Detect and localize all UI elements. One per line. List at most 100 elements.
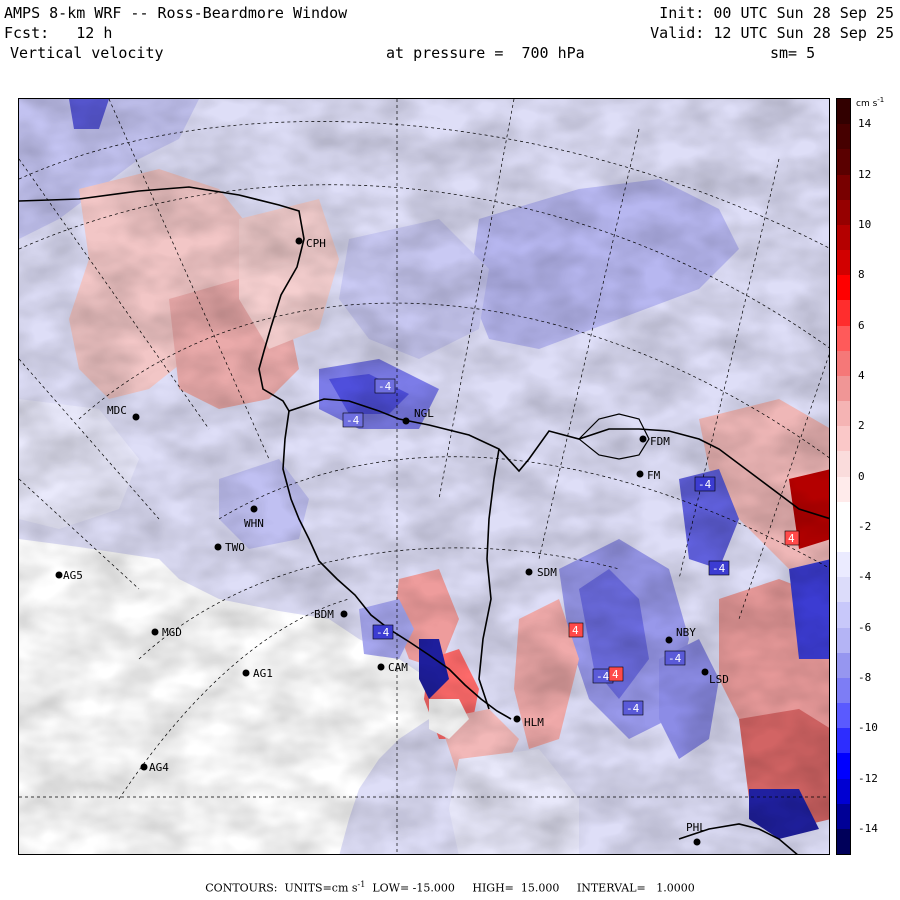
colorbar-segment — [837, 199, 850, 226]
contour-label: 4 — [608, 666, 624, 682]
svg-text:TWO: TWO — [225, 541, 245, 554]
svg-text:FDM: FDM — [650, 435, 670, 448]
contour-label: -4 — [708, 560, 730, 576]
colorbar-tick-label: -14 — [858, 821, 878, 835]
colorbar-tick-label: -10 — [858, 721, 878, 735]
svg-text:4: 4 — [572, 624, 579, 637]
colorbar-tick-label: 14 — [858, 117, 872, 131]
svg-text:AG4: AG4 — [149, 761, 169, 774]
colorbar-segment — [837, 778, 850, 805]
station-ag1[interactable]: AG1 — [242, 667, 273, 680]
svg-text:WHN: WHN — [244, 517, 264, 530]
colorbar-tick-label: -12 — [858, 771, 878, 785]
svg-text:4: 4 — [612, 668, 619, 681]
station-phl[interactable]: PHL — [686, 821, 706, 846]
station-hlm[interactable]: HLM — [513, 715, 545, 730]
colorbar-segment — [837, 627, 850, 654]
station-ag5[interactable]: AG5 — [55, 569, 83, 582]
station-mdc[interactable]: MDC — [107, 404, 140, 421]
svg-text:NBY: NBY — [676, 626, 696, 639]
svg-text:-4: -4 — [596, 670, 610, 683]
colorbar-segment — [837, 828, 850, 855]
svg-text:NGL: NGL — [414, 407, 434, 420]
smoothing-value: sm= 5 — [770, 44, 816, 62]
colorbar-tick-label: -8 — [858, 670, 872, 684]
contour-label: -4 — [372, 624, 394, 640]
contour-label: -4 — [622, 700, 644, 716]
forecast-hour: Fcst: 12 h — [4, 24, 113, 42]
station-sdm[interactable]: SDM — [525, 566, 558, 579]
colorbar-tick-label: -4 — [858, 570, 872, 584]
colorbar-tick-label: 4 — [858, 368, 865, 382]
svg-text:SDM: SDM — [537, 566, 557, 579]
colorbar — [836, 98, 851, 855]
init-time: Init: 00 UTC Sun 28 Sep 25 — [659, 4, 894, 22]
svg-text:-4: -4 — [378, 380, 392, 393]
svg-text:MDC: MDC — [107, 404, 127, 417]
svg-text:-4: -4 — [668, 652, 682, 665]
station-fdm[interactable]: FDM — [639, 435, 671, 448]
station-ngl[interactable]: NGL — [402, 407, 435, 425]
svg-text:PHL: PHL — [686, 821, 706, 834]
contour-label: -4 — [664, 650, 686, 666]
vertical-velocity-map: CPH MDC NGL FDM FM WHN TWO AG5 SDM BDM M… — [19, 99, 829, 854]
colorbar-segment — [837, 426, 850, 452]
colorbar-segment — [837, 476, 850, 503]
station-whn[interactable]: WHN — [244, 505, 264, 531]
colorbar-segment — [837, 501, 850, 528]
svg-text:AG1: AG1 — [253, 667, 273, 680]
station-cam[interactable]: CAM — [377, 661, 409, 674]
colorbar-tick-label: 12 — [858, 167, 872, 181]
colorbar-tick-label: 6 — [858, 318, 865, 332]
svg-text:BDM: BDM — [314, 608, 334, 621]
station-ag4[interactable]: AG4 — [140, 761, 170, 774]
colorbar-segment — [837, 451, 850, 477]
contour-labels: -4 -4 -4 4 -4 -4 -4 -4 4 4 -4 — [342, 378, 800, 716]
colorbar-segment — [837, 602, 850, 628]
graticule — [19, 99, 829, 854]
station-mgd[interactable]: MGD — [151, 626, 182, 639]
colorbar-segment — [837, 577, 850, 603]
station-lsd[interactable]: LSD — [701, 668, 729, 687]
field-name: Vertical velocity — [10, 44, 164, 62]
colorbar-segment — [837, 99, 850, 125]
colorbar-segment — [837, 526, 850, 553]
colorbar-segment — [837, 728, 850, 754]
svg-text:HLM: HLM — [524, 716, 544, 729]
svg-text:-4: -4 — [712, 562, 726, 575]
colorbar-tick-label: -2 — [858, 519, 872, 533]
coastline — [19, 186, 829, 854]
contour-label: 4 — [568, 622, 584, 638]
colorbar-tick-label: 10 — [858, 217, 872, 231]
colorbar-segment — [837, 350, 850, 377]
contour-label: -4 — [342, 412, 364, 428]
colorbar-segment — [837, 174, 850, 201]
station-nby[interactable]: NBY — [665, 626, 697, 644]
colorbar-tick-label: -6 — [858, 620, 872, 634]
station-cph[interactable]: CPH — [295, 237, 326, 250]
svg-text:CPH: CPH — [306, 237, 326, 250]
svg-text:FM: FM — [647, 469, 661, 482]
colorbar-segment — [837, 401, 850, 427]
colorbar-segment — [837, 677, 850, 704]
contours-footer: CONTOURS: UNITS=cm s-1 LOW= -15.000 HIGH… — [205, 880, 695, 895]
svg-text:-4: -4 — [626, 702, 640, 715]
contour-label: -4 — [694, 476, 716, 492]
station-two[interactable]: TWO — [214, 541, 245, 554]
colorbar-segment — [837, 275, 850, 301]
contour-label: -4 — [374, 378, 396, 394]
svg-text:4: 4 — [788, 532, 795, 545]
field-texture — [19, 99, 829, 854]
colorbar-segment — [837, 753, 850, 779]
svg-text:-4: -4 — [376, 626, 390, 639]
colorbar-segment — [837, 652, 850, 679]
colorbar-segment — [837, 803, 850, 830]
station-fm[interactable]: FM — [636, 469, 661, 482]
pressure-level: at pressure = 700 hPa — [386, 44, 585, 62]
svg-text:-4: -4 — [346, 414, 360, 427]
colorbar-segment — [837, 552, 850, 578]
colorbar-segment — [837, 703, 850, 729]
svg-text:MGD: MGD — [162, 626, 182, 639]
station-bdm[interactable]: BDM — [314, 608, 348, 621]
colorbar-units: cm s-1 — [856, 96, 885, 109]
